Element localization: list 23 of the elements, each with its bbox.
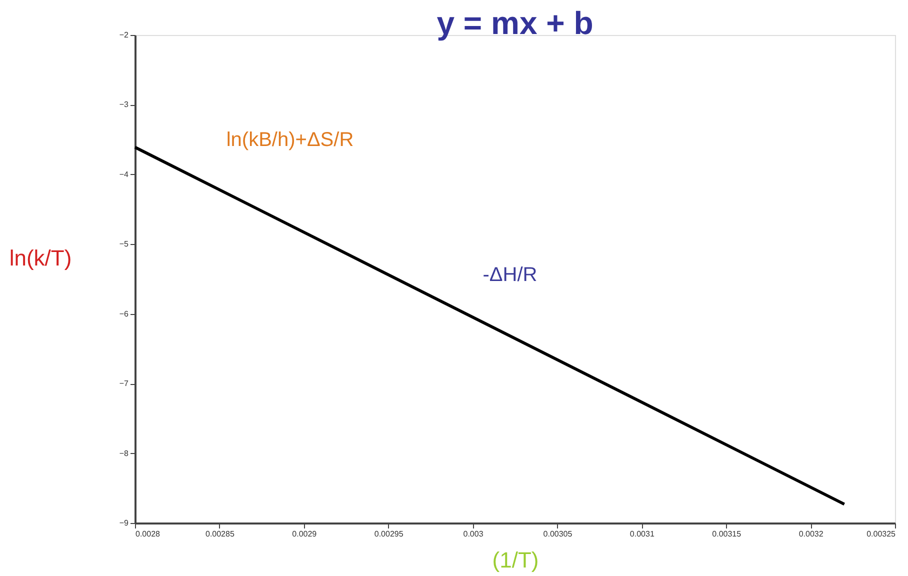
x-tick-label: 0.00325	[866, 530, 896, 538]
y-tick-label: −5	[119, 240, 130, 249]
x-tick-label: 0.003	[463, 530, 484, 538]
annotation: ln(kB/h)+ΔS/R	[226, 129, 354, 151]
x-tick-label: 0.0028	[136, 530, 161, 538]
y-tick-label: −3	[119, 100, 130, 110]
x-tick-label: 0.0029	[292, 530, 318, 538]
y-tick-label: −7	[119, 379, 130, 388]
y-tick-label: −6	[119, 309, 130, 318]
x-tick-label: 0.00315	[712, 530, 742, 538]
x-tick-label: 0.0032	[798, 530, 824, 538]
x-tick-label: 0.00285	[205, 530, 235, 538]
y-axis-title: ln(k/T)	[9, 246, 72, 270]
y-tick-label: −9	[119, 518, 130, 528]
y-tick-label: −8	[119, 448, 130, 458]
x-tick-label: 0.00295	[374, 530, 404, 538]
x-axis-title: (1/T)	[492, 548, 539, 572]
x-tick-label: 0.00305	[543, 530, 573, 538]
x-tick-label: 0.0031	[630, 530, 655, 538]
y-tick-label: −2	[119, 30, 130, 40]
annotation: -ΔH/R	[482, 264, 538, 286]
chart-title: y = mx + b	[436, 5, 594, 41]
y-tick-label: −4	[119, 170, 130, 179]
